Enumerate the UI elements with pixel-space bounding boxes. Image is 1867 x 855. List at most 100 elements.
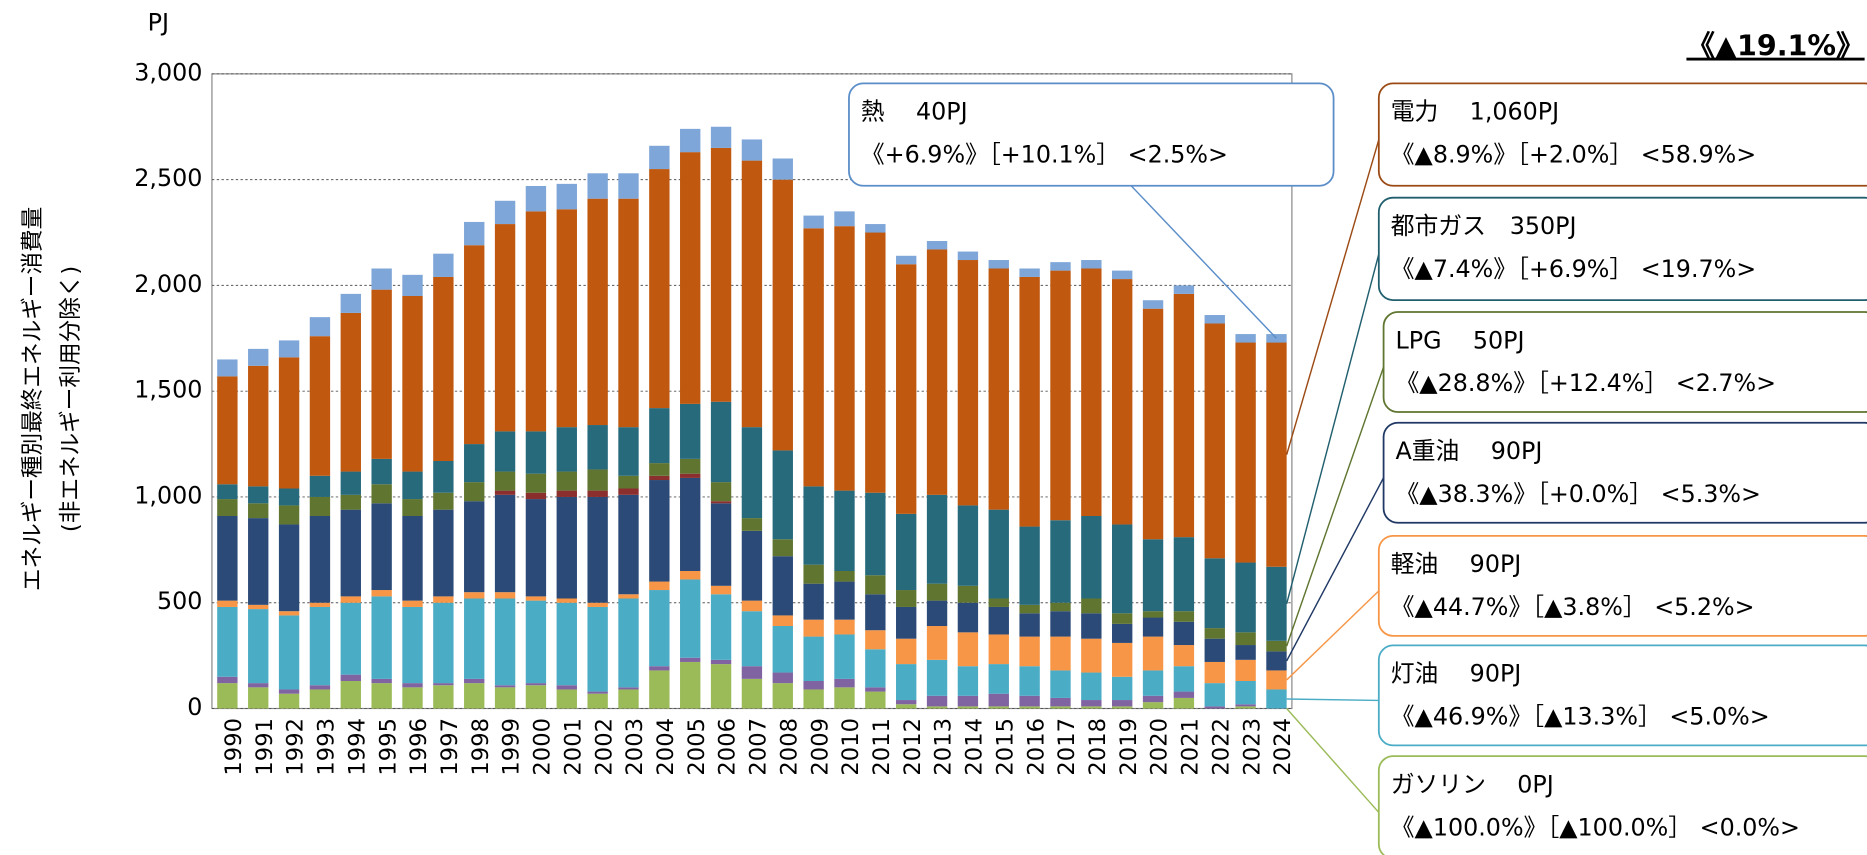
bar-segment <box>494 224 516 432</box>
bar-segment <box>278 689 300 694</box>
bar-segment <box>309 602 331 607</box>
bar-segment <box>1112 270 1133 280</box>
bar-segment <box>741 160 763 428</box>
bar-segment <box>1266 670 1287 690</box>
bar-segment <box>464 683 485 709</box>
bar-segment <box>556 689 577 709</box>
bar-segment <box>772 158 793 180</box>
bar-segment <box>865 594 886 631</box>
callout-text: 《▲46.9%》［▲13.3%］ <5.0%> <box>1391 703 1770 731</box>
bar-segment <box>957 505 979 586</box>
bar-segment <box>741 678 763 709</box>
bar-segment <box>1204 628 1225 639</box>
bar-segment <box>803 583 824 620</box>
bar-segment <box>1142 702 1164 709</box>
bar-segment <box>525 185 547 212</box>
bar-segment <box>248 486 269 504</box>
y-tick-label: 500 <box>157 587 202 615</box>
callout-text: 《▲44.7%》［▲3.8%］ <5.2%> <box>1391 593 1755 621</box>
bar-segment <box>1081 706 1102 709</box>
callout-box <box>1377 755 1867 855</box>
bar-segment <box>556 602 577 686</box>
x-tick-label: 2002 <box>591 718 617 776</box>
bar-segment <box>433 602 454 684</box>
x-tick-label: 2021 <box>1178 718 1204 776</box>
bar-segment <box>649 169 670 409</box>
bar-segment <box>340 674 361 682</box>
bar-segment <box>865 492 886 576</box>
leader-line <box>1286 477 1385 662</box>
bar-segment <box>494 685 516 688</box>
bar-segment <box>1112 706 1133 709</box>
bar-segment <box>710 401 732 483</box>
x-tick-label: 1995 <box>375 718 401 776</box>
bar-segment <box>556 685 577 690</box>
bar-segment <box>680 570 701 580</box>
bar-segment <box>957 695 979 707</box>
bar-segment <box>433 683 454 686</box>
bar-segment <box>680 473 701 478</box>
bar-segment <box>649 408 670 464</box>
bar-segment <box>587 693 608 709</box>
bar-segment <box>278 357 300 489</box>
bar-segment <box>525 596 547 601</box>
bar-segment <box>248 365 269 487</box>
x-tick-label: 2014 <box>962 718 988 776</box>
bar-segment <box>803 564 824 584</box>
bar-segment <box>926 695 948 707</box>
bar-segment <box>1173 666 1195 692</box>
bar-segment <box>957 706 979 709</box>
bar-segment <box>618 475 639 489</box>
bar-segment <box>618 427 639 476</box>
x-tick-label: 2006 <box>715 718 741 776</box>
callout-box <box>1377 644 1867 747</box>
bar-segment <box>957 602 979 633</box>
bar-segment <box>710 585 732 595</box>
bar-segment <box>957 666 979 696</box>
bar-segment <box>710 664 732 709</box>
bar-segment <box>1266 566 1287 641</box>
bar-segment <box>741 518 763 531</box>
bar-segment <box>402 499 423 516</box>
bar-segment <box>217 600 238 607</box>
x-tick-label: 2011 <box>869 718 895 776</box>
callout-box <box>1382 311 1867 413</box>
bar-segment <box>988 634 1009 665</box>
x-tick-label: 2019 <box>1116 718 1142 776</box>
x-tick-label: 2023 <box>1239 718 1265 776</box>
bar-segment <box>680 657 701 662</box>
bar-segment <box>1112 700 1133 707</box>
bar-segment <box>525 683 547 686</box>
bar-segment <box>1019 276 1040 527</box>
bar-segment <box>1112 642 1133 677</box>
leader-line <box>1285 366 1385 647</box>
bar-segment <box>587 425 608 470</box>
bar-segment <box>217 683 238 709</box>
bar-segment <box>525 499 547 597</box>
bar-segment <box>1050 706 1071 709</box>
bar-segment <box>1019 268 1040 277</box>
bar-segment <box>556 598 577 603</box>
bar-segment <box>433 276 454 461</box>
bar-segment <box>710 482 732 502</box>
x-tick-label: 2000 <box>530 718 556 776</box>
bar-segment <box>957 632 979 667</box>
bar-segment <box>865 649 886 688</box>
bar-segment <box>217 359 238 377</box>
bar-segment <box>680 403 701 459</box>
bar-segment <box>834 211 855 227</box>
leader-line <box>1285 253 1380 604</box>
bar-segment <box>525 492 547 500</box>
y-tick-label: 2,500 <box>134 164 202 192</box>
x-tick-label: 2013 <box>931 718 957 776</box>
bar-segment <box>834 226 855 491</box>
bar-segment <box>926 249 948 495</box>
bar-segment <box>464 482 485 502</box>
bar-segment <box>371 596 392 679</box>
bar-segment <box>248 609 269 684</box>
bar-segment <box>556 490 577 497</box>
x-tick-label: 2008 <box>776 718 802 776</box>
bar-segment <box>309 685 331 690</box>
